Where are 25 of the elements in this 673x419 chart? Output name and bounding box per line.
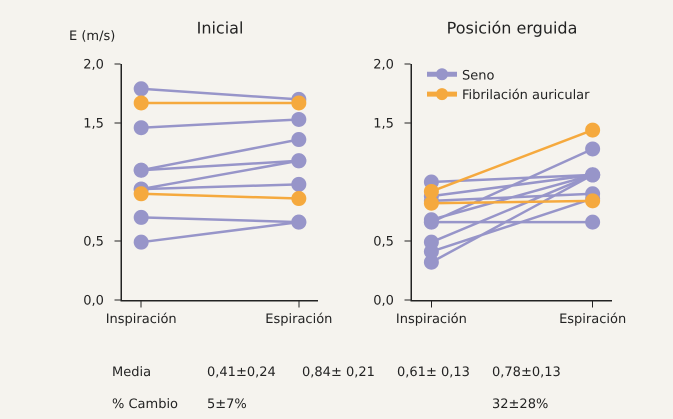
x-tick-label: Inspiración bbox=[396, 312, 467, 328]
y-tick-label: 1,5 bbox=[373, 116, 394, 132]
y-tick-label: 0,5 bbox=[373, 234, 394, 250]
text: Media bbox=[112, 365, 152, 380]
text: 5±7% bbox=[207, 397, 247, 412]
y-axis-title: E (m/s) bbox=[69, 29, 116, 44]
x-tick-label: Espiración bbox=[559, 312, 626, 328]
text: 0,41±0,24 bbox=[207, 365, 276, 380]
x-tick-label: Espiración bbox=[265, 312, 332, 328]
y-tick-label: 0,0 bbox=[373, 294, 394, 309]
y-tick-label: 0,0 bbox=[83, 294, 104, 309]
legend-label: Fibrilación auricular bbox=[462, 88, 590, 104]
chart-title: Posición erguida bbox=[446, 18, 578, 38]
y-tick-label: 1,5 bbox=[83, 116, 104, 132]
y-tick-label: 2,0 bbox=[83, 58, 104, 73]
chart-title: Inicial bbox=[196, 18, 244, 38]
legend-label: Seno bbox=[462, 68, 494, 84]
text: % Cambio bbox=[112, 397, 178, 412]
y-tick-label: 2,0 bbox=[373, 58, 394, 73]
text: 0,84± 0,21 bbox=[302, 365, 375, 380]
y-tick-label: 0,5 bbox=[83, 234, 104, 250]
text: 0,61± 0,13 bbox=[397, 365, 470, 380]
x-tick-label: Inspiración bbox=[106, 312, 177, 328]
text: 0,78±0,13 bbox=[492, 365, 561, 380]
text: 32±28% bbox=[492, 397, 548, 412]
